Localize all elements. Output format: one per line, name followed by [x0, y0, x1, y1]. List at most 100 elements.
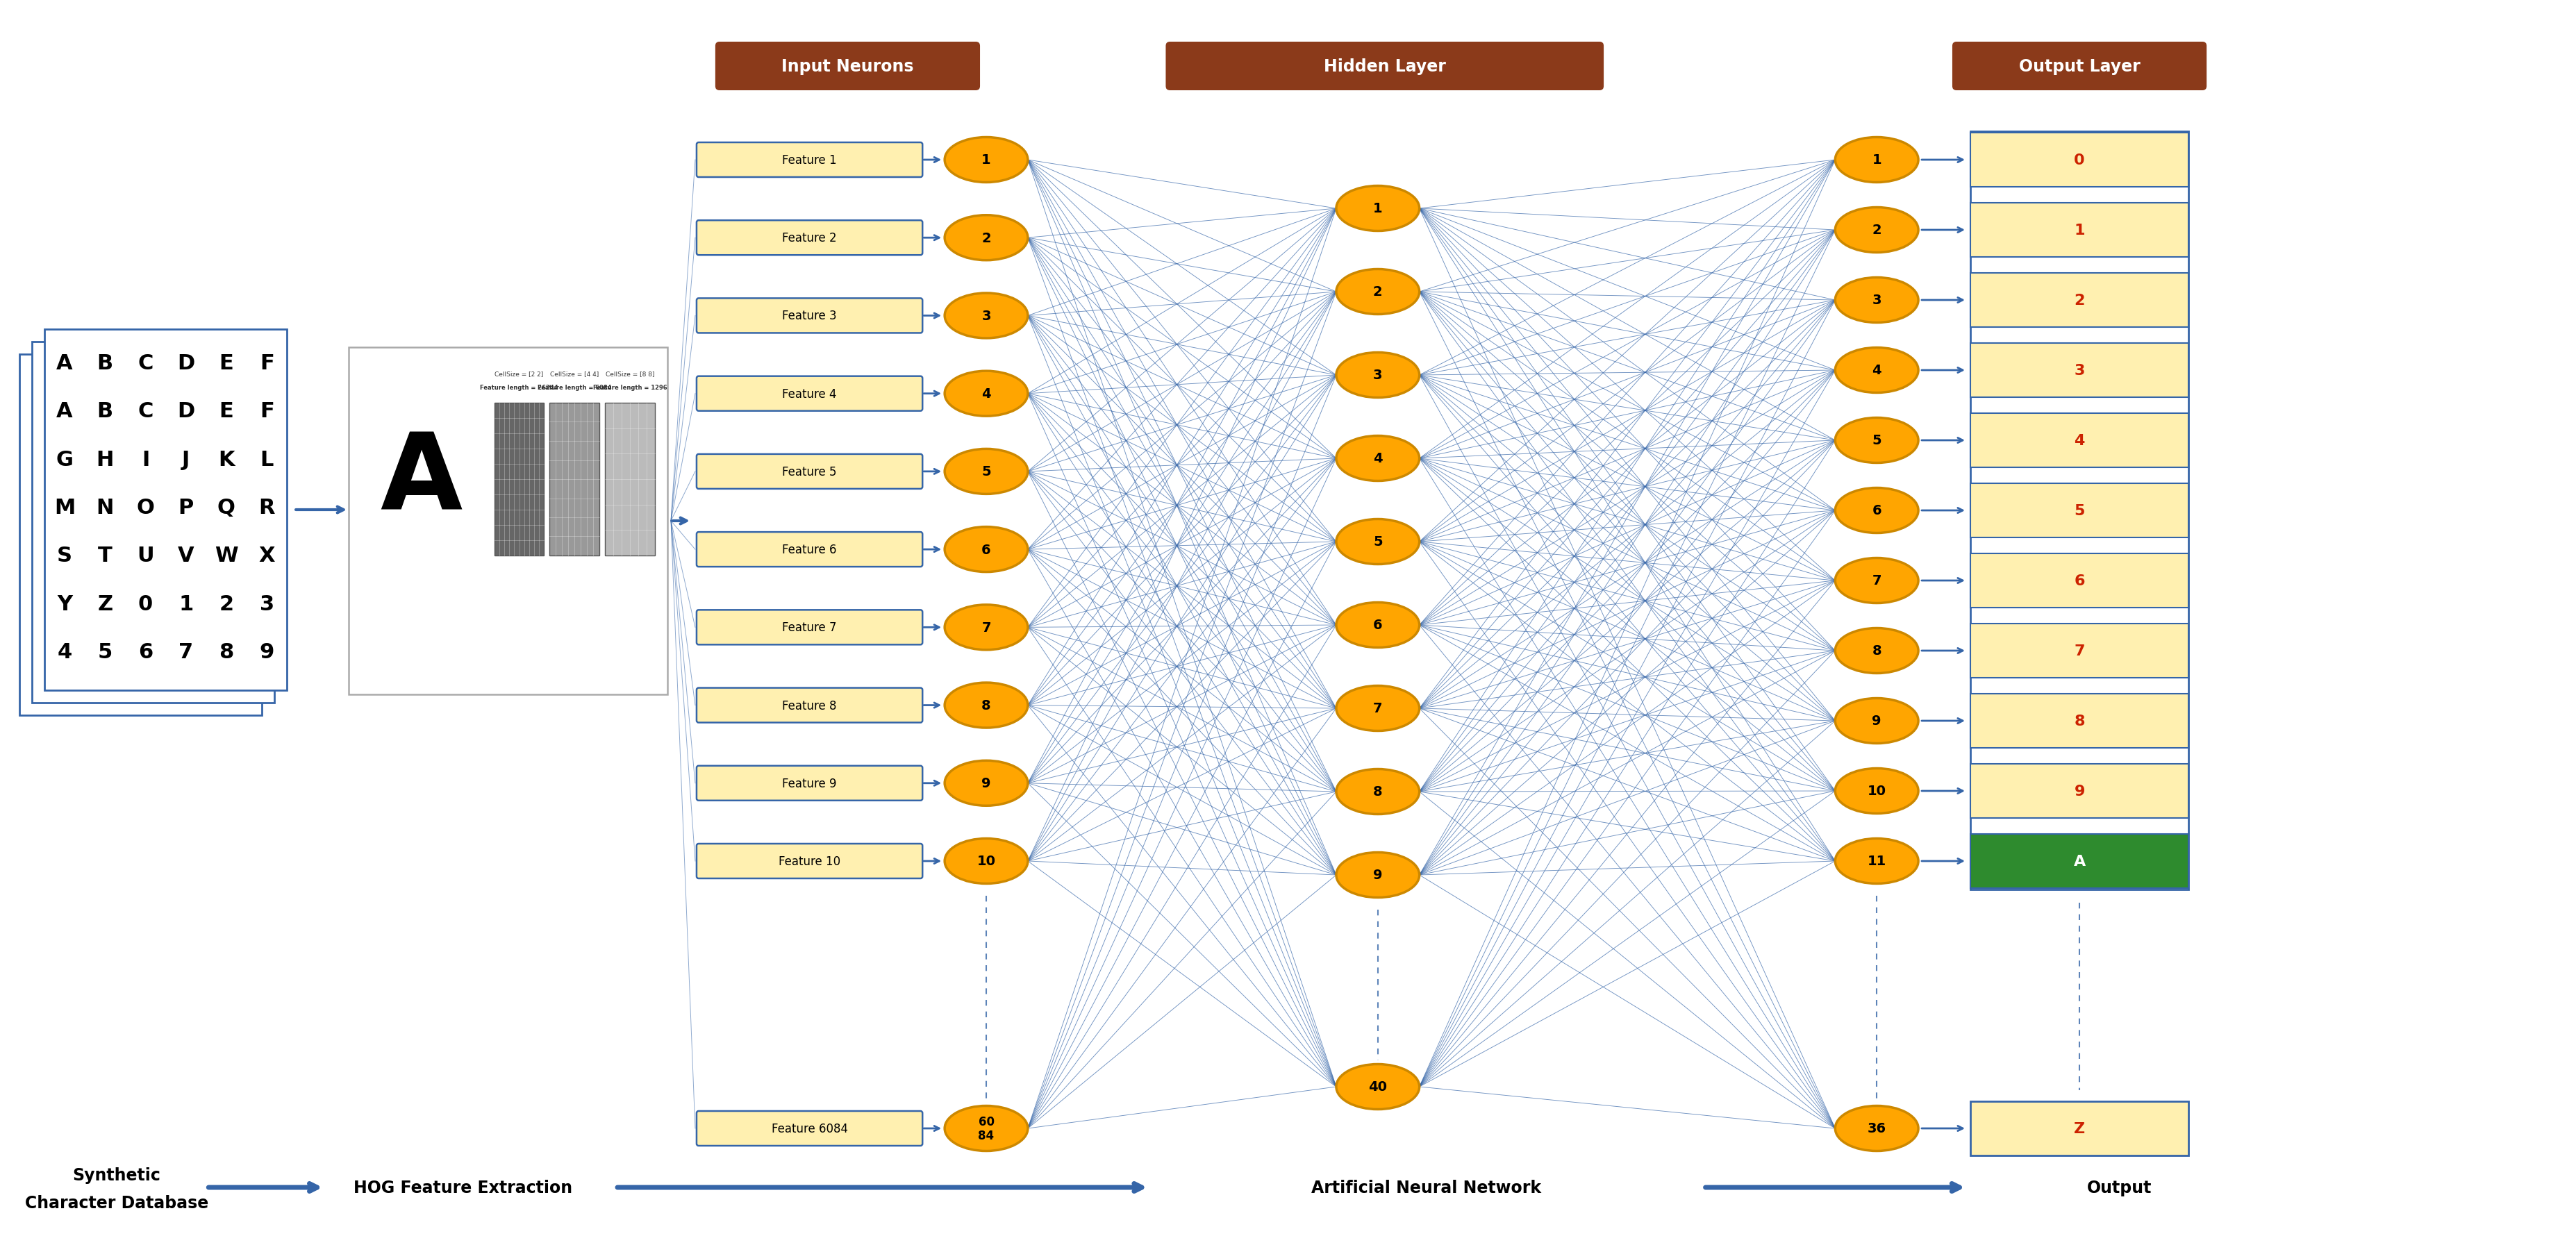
FancyBboxPatch shape [1971, 203, 2190, 258]
Text: 7: 7 [981, 620, 992, 634]
Text: 36: 36 [1868, 1122, 1886, 1135]
Text: 1: 1 [2074, 224, 2084, 237]
Text: 0: 0 [2074, 153, 2084, 167]
Text: 7: 7 [178, 641, 193, 662]
Text: 7: 7 [1873, 575, 1880, 587]
Text: 5: 5 [98, 641, 113, 662]
FancyBboxPatch shape [1953, 42, 2208, 91]
Text: Character Database: Character Database [26, 1194, 209, 1211]
Ellipse shape [1834, 488, 1919, 533]
Text: Synthetic: Synthetic [72, 1167, 160, 1183]
Text: 4: 4 [1373, 452, 1383, 465]
Text: D: D [178, 402, 196, 421]
Text: 6: 6 [1873, 504, 1880, 518]
Text: 3: 3 [1873, 294, 1880, 307]
Text: Z: Z [98, 593, 113, 614]
Ellipse shape [1337, 769, 1419, 815]
Text: Y: Y [57, 593, 72, 614]
Text: R: R [258, 498, 276, 518]
Text: 5: 5 [1873, 434, 1880, 447]
Text: 5: 5 [1373, 535, 1383, 549]
Ellipse shape [1834, 349, 1919, 393]
FancyBboxPatch shape [696, 299, 922, 334]
FancyBboxPatch shape [1971, 834, 2190, 889]
Text: O: O [137, 498, 155, 518]
Text: Feature 1: Feature 1 [783, 154, 837, 167]
Text: Feature 8: Feature 8 [783, 700, 837, 712]
Ellipse shape [945, 215, 1028, 261]
FancyBboxPatch shape [348, 347, 667, 695]
FancyBboxPatch shape [696, 143, 922, 178]
Text: A: A [57, 353, 72, 373]
FancyBboxPatch shape [1971, 273, 2190, 328]
Text: W: W [214, 546, 237, 566]
Text: F: F [260, 402, 273, 421]
Ellipse shape [1834, 418, 1919, 464]
Text: X: X [258, 546, 276, 566]
Text: 8: 8 [219, 641, 234, 662]
FancyBboxPatch shape [696, 766, 922, 801]
Text: 3: 3 [1373, 368, 1383, 382]
FancyBboxPatch shape [1971, 483, 2190, 538]
Ellipse shape [1337, 436, 1419, 481]
Text: 40: 40 [1368, 1080, 1386, 1094]
Ellipse shape [1337, 269, 1419, 315]
FancyBboxPatch shape [44, 330, 286, 691]
Text: I: I [142, 450, 149, 470]
FancyBboxPatch shape [605, 403, 654, 556]
Ellipse shape [1834, 208, 1919, 253]
Text: C: C [137, 353, 155, 373]
FancyBboxPatch shape [696, 377, 922, 412]
Text: 1: 1 [1373, 203, 1383, 215]
Text: 8: 8 [2074, 714, 2084, 728]
Ellipse shape [1337, 603, 1419, 648]
Text: Feature length = 26244: Feature length = 26244 [479, 384, 559, 391]
Text: 4: 4 [57, 641, 72, 662]
Text: 3: 3 [981, 309, 992, 323]
Ellipse shape [1337, 1064, 1419, 1110]
Text: Feature 6084: Feature 6084 [770, 1122, 848, 1135]
Ellipse shape [1834, 839, 1919, 884]
Text: Feature 7: Feature 7 [783, 622, 837, 634]
Text: E: E [219, 353, 234, 373]
Ellipse shape [1834, 137, 1919, 183]
FancyBboxPatch shape [495, 403, 544, 556]
Ellipse shape [1337, 187, 1419, 231]
FancyBboxPatch shape [1971, 344, 2190, 398]
Text: F: F [260, 353, 273, 373]
Text: 2: 2 [1373, 286, 1383, 299]
FancyBboxPatch shape [1971, 554, 2190, 608]
Text: 3: 3 [260, 593, 273, 614]
Text: 10: 10 [1868, 785, 1886, 797]
Text: 4: 4 [2074, 434, 2084, 447]
Text: A: A [2074, 854, 2087, 868]
Text: G: G [57, 450, 72, 470]
Ellipse shape [945, 839, 1028, 884]
Text: 4: 4 [981, 387, 992, 400]
Text: Feature 2: Feature 2 [783, 232, 837, 245]
Ellipse shape [945, 449, 1028, 494]
Text: 5: 5 [981, 465, 992, 478]
Text: Z: Z [2074, 1121, 2084, 1136]
Text: 1: 1 [981, 153, 992, 167]
Text: 6: 6 [1373, 619, 1383, 632]
FancyBboxPatch shape [716, 42, 979, 91]
Text: Feature 5: Feature 5 [783, 466, 837, 478]
Text: 9: 9 [260, 641, 273, 662]
Ellipse shape [945, 1106, 1028, 1151]
Text: J: J [183, 450, 191, 470]
FancyBboxPatch shape [1971, 133, 2190, 188]
Ellipse shape [945, 293, 1028, 339]
Ellipse shape [1337, 686, 1419, 732]
Text: Hidden Layer: Hidden Layer [1324, 58, 1445, 75]
Ellipse shape [945, 761, 1028, 806]
Text: 2: 2 [981, 231, 992, 245]
FancyBboxPatch shape [696, 611, 922, 645]
Ellipse shape [1834, 769, 1919, 813]
FancyBboxPatch shape [1971, 1101, 2190, 1156]
Text: 8: 8 [1873, 644, 1880, 658]
Text: 7: 7 [1373, 702, 1383, 716]
Text: D: D [178, 353, 196, 373]
Text: 6: 6 [139, 641, 152, 662]
Text: 1: 1 [178, 593, 193, 614]
